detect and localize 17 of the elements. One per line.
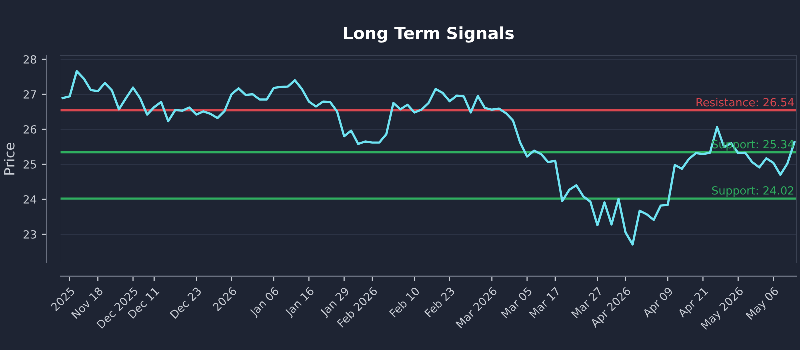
- ref-line-label: Resistance: 26.54: [696, 98, 794, 107]
- y-tick-label: 24: [24, 195, 37, 204]
- x-tick-label: Feb 10: [389, 286, 420, 318]
- y-tick-label: 25: [24, 160, 36, 169]
- y-tick-label: 26: [24, 125, 36, 134]
- y-tick-label: 28: [24, 55, 36, 64]
- y-axis-title: Price: [4, 143, 15, 175]
- x-tick-label: Jan 06: [249, 286, 282, 319]
- x-tick-label: Dec 23: [170, 286, 202, 320]
- y-tick-label: 27: [24, 90, 36, 99]
- line-series: [62, 70, 796, 246]
- y-tick-label: 23: [24, 230, 36, 239]
- ref-line-label: Support: 24.02: [712, 186, 794, 198]
- chart-title: Long Term Signals: [344, 26, 514, 43]
- x-tick-label: Apr 09: [642, 286, 676, 320]
- x-tick-label: Jan 16: [284, 286, 316, 319]
- x-tick-label: Feb 23: [424, 286, 456, 318]
